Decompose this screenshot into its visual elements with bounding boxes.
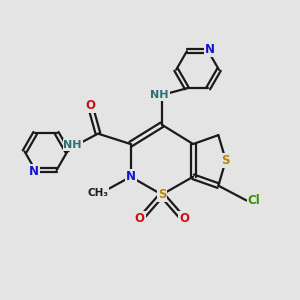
Text: O: O: [85, 99, 96, 112]
Text: N: N: [205, 43, 215, 56]
Text: S: S: [221, 154, 230, 167]
Text: S: S: [158, 188, 166, 201]
Text: N: N: [29, 165, 39, 178]
Text: O: O: [179, 212, 189, 225]
Text: NH: NH: [150, 90, 169, 100]
Text: Cl: Cl: [248, 194, 260, 207]
Text: NH: NH: [64, 140, 82, 150]
Text: O: O: [135, 212, 145, 225]
Text: CH₃: CH₃: [88, 188, 109, 198]
Text: N: N: [126, 170, 136, 183]
